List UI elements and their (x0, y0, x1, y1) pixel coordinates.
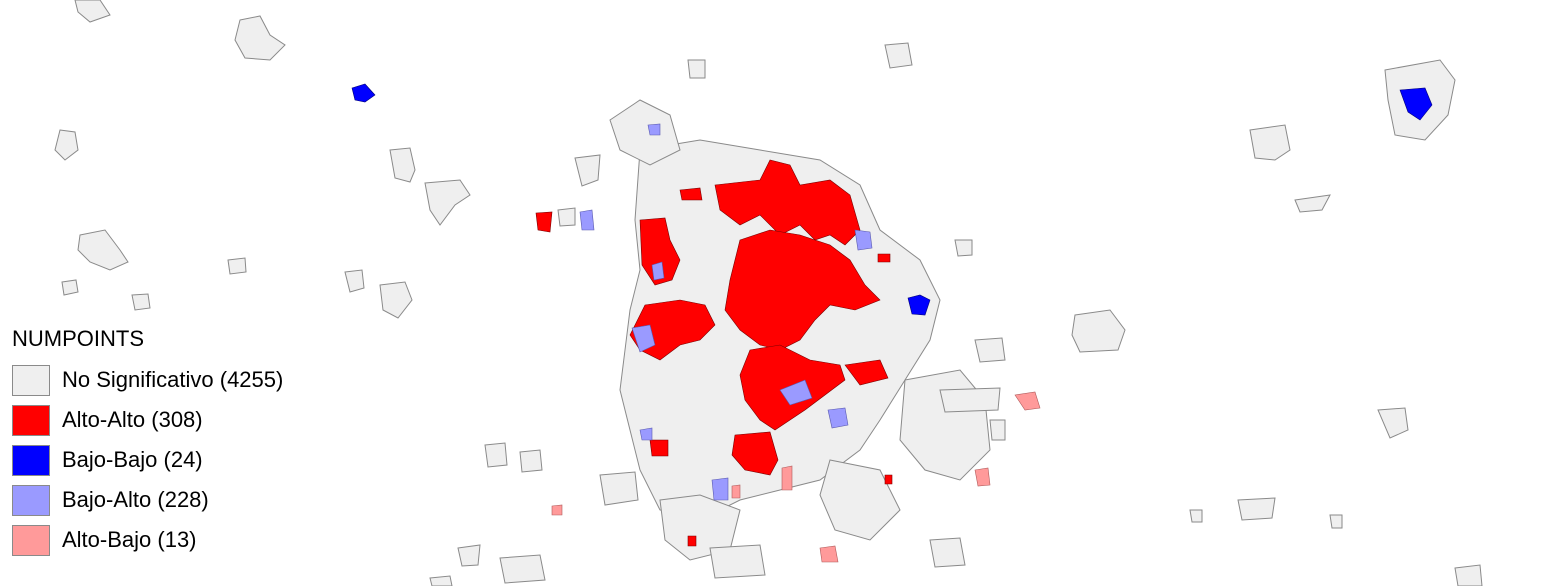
polygon-ah (709, 544, 766, 579)
polygon-k (61, 279, 79, 296)
lh-far-west (579, 209, 595, 231)
southeast-extension (819, 459, 901, 541)
hl-east (1014, 391, 1041, 411)
legend-item: Bajo-Bajo (24) (12, 440, 283, 480)
legend-item: Alto-Bajo (13) (12, 520, 283, 560)
hh-south-tail (731, 431, 779, 476)
hh-se-tiny (884, 474, 893, 485)
hh-east-small (844, 359, 889, 386)
polygon-z (1189, 509, 1203, 523)
polygon-v (1294, 194, 1331, 213)
hh-nw-small (679, 187, 703, 201)
hh-center (724, 229, 881, 351)
hh-far-west (535, 211, 553, 233)
polygon-af (457, 544, 481, 567)
polygon-aj (429, 575, 453, 586)
hl-south-mid (731, 484, 741, 499)
legend-item: Bajo-Alto (228) (12, 480, 283, 520)
polygon-ae (599, 471, 639, 506)
polygon-ab (1454, 564, 1483, 586)
polygon-a (234, 15, 286, 61)
ll-east (907, 294, 931, 316)
polygon-x (1377, 407, 1409, 439)
hh-south-tiny (687, 535, 697, 547)
polygon-o (687, 59, 706, 79)
lh-nw (651, 261, 665, 281)
alto-bajo-polygons (551, 391, 1041, 563)
polygon-s (939, 387, 1001, 413)
polygon-n (884, 42, 913, 69)
legend-item: Alto-Alto (308) (12, 400, 283, 440)
polygon-ag (499, 554, 546, 584)
legend-label: Bajo-Bajo (24) (62, 447, 203, 472)
hh-northeast (714, 159, 861, 246)
polygon-y (1237, 497, 1276, 521)
lh-east (854, 229, 873, 251)
polygon-u (1249, 124, 1291, 161)
lh-sw-small (639, 427, 653, 441)
hh-west-upper (639, 217, 681, 286)
polygon-f (424, 179, 471, 226)
legend-label: Bajo-Alto (228) (62, 487, 209, 512)
legend-title: NUMPOINTS (12, 326, 144, 351)
bajo-bajo-polygons (351, 83, 1433, 316)
hh-sw-small (649, 439, 669, 457)
legend-swatch (12, 364, 50, 396)
hh-ne-tiny (877, 253, 891, 263)
polygon-c (54, 129, 79, 161)
lh-southeast (827, 407, 849, 429)
polygon-g (379, 281, 413, 319)
polygon-l (574, 154, 601, 187)
polygon-r (974, 337, 1006, 363)
legend-label: Alto-Alto (308) (62, 407, 203, 432)
polygon-p (954, 239, 973, 257)
polygon-h (344, 269, 365, 293)
hl-south (781, 465, 793, 491)
north-extension (609, 99, 681, 166)
legend: NUMPOINTS No Significativo (4255) Alto-Al… (12, 326, 283, 560)
polygon-b (74, 0, 111, 23)
lh-south (779, 379, 813, 406)
polygon-q (1071, 309, 1126, 353)
lh-west (631, 324, 656, 353)
polygon-m (557, 207, 576, 227)
legend-swatch (12, 404, 50, 436)
hl-southeast (974, 467, 991, 487)
legend-label: Alto-Bajo (13) (62, 527, 197, 552)
polygon-ac (484, 442, 508, 468)
polygon-t (989, 419, 1006, 441)
ll-far-northeast (1399, 87, 1433, 121)
hl-sw (551, 504, 563, 516)
legend-swatch (12, 444, 50, 476)
legend-label: No Significativo (4255) (62, 367, 284, 392)
polygon-ai (929, 537, 966, 568)
legend-item: No Significativo (4255) (12, 360, 283, 400)
bajo-alto-polygons (579, 123, 873, 501)
polygon-e (389, 147, 416, 183)
polygon-ad (519, 449, 543, 473)
polygon-i (227, 257, 247, 275)
legend-swatch (12, 484, 50, 516)
hl-south-far (819, 545, 839, 563)
polygon-d (77, 229, 129, 271)
legend-items: No Significativo (4255) Alto-Alto (308) Ba… (12, 360, 283, 560)
polygon-aa (1329, 514, 1343, 529)
east-extension (899, 369, 991, 481)
ll-northwest (351, 83, 376, 103)
alto-alto-polygons (535, 159, 893, 547)
polygon-j (131, 293, 151, 311)
lh-north-small (647, 123, 661, 136)
lh-south-small (711, 477, 729, 501)
legend-swatch (12, 524, 50, 556)
